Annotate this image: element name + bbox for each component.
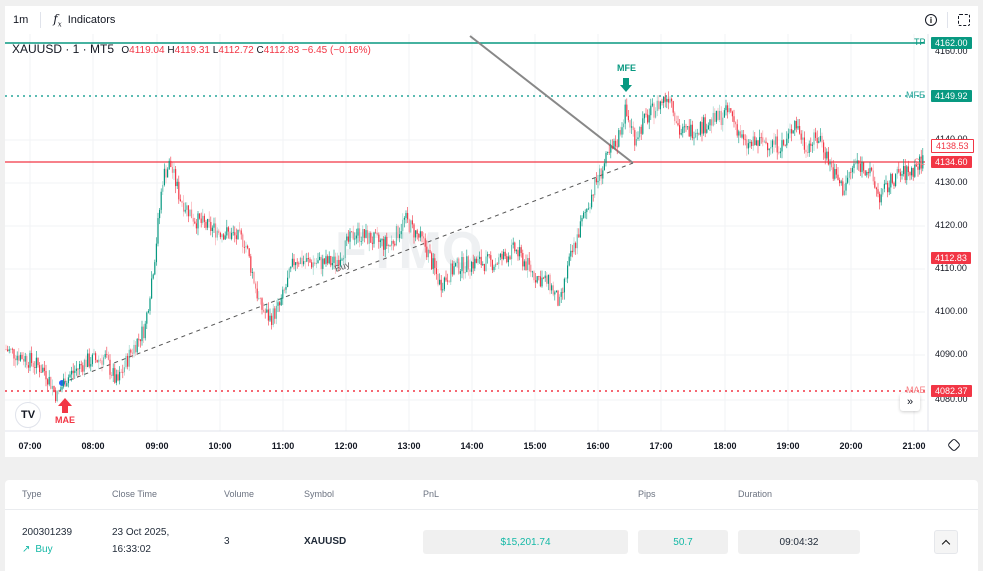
- duration-value: 09:04:32: [738, 530, 860, 554]
- tradingview-logo[interactable]: TV: [15, 402, 41, 428]
- ohlc-values: O4119.04 H4119.31 L4112.72 C4112.83 −6.4…: [121, 45, 371, 56]
- scroll-to-realtime-button[interactable]: »: [900, 393, 920, 411]
- time-tick: 14:00: [460, 441, 484, 451]
- volume-value: 3: [224, 536, 230, 547]
- arrow-up-right-icon: ↗: [22, 544, 31, 555]
- price-chart[interactable]: FTMO Buy: [5, 6, 978, 457]
- price-tick: 4110.00: [935, 263, 967, 273]
- mfe-arrow-icon: [620, 85, 632, 92]
- time-tick: 07:00: [18, 441, 42, 451]
- time-tick: 16:00: [586, 441, 610, 451]
- time-tick: 12:00: [334, 441, 358, 451]
- last-price-label: 4112.83: [931, 252, 971, 264]
- trade-type: ↗ Buy: [22, 544, 53, 555]
- change-value: −6.45 (−0.16%): [301, 45, 371, 56]
- sl-tag: SL: [914, 157, 926, 167]
- mfe-price-label: 4149.92: [931, 90, 972, 102]
- trade-id: 200301239: [22, 527, 73, 538]
- mae-marker-label: MAE: [55, 415, 75, 425]
- price-tick: 4080.00: [935, 394, 968, 404]
- time-tick: 09:00: [145, 441, 169, 451]
- chevron-up-icon: [941, 539, 951, 548]
- column-header-duration: Duration: [738, 489, 773, 499]
- symbol-legend: XAUUSD · 1 · MT5 O4119.04 H4119.31 L4112…: [12, 42, 371, 56]
- mae-arrow-icon: [58, 398, 72, 406]
- time-tick: 10:00: [208, 441, 232, 451]
- info-icon[interactable]: i: [925, 14, 937, 26]
- toolbar-divider: [947, 12, 948, 28]
- mae-tag: MAE: [906, 385, 926, 395]
- chart-toolbar: 1m fx Indicators i: [5, 6, 978, 34]
- time-tick: 18:00: [713, 441, 737, 451]
- symbol-title: XAUUSD · 1 · MT5: [12, 42, 115, 56]
- collapse-row-button[interactable]: [934, 530, 958, 554]
- fx-icon: fx: [53, 11, 62, 29]
- column-header-pips: Pips: [638, 489, 656, 499]
- pips-value: 50.7: [638, 530, 728, 554]
- time-tick: 15:00: [523, 441, 547, 451]
- price-tick: 4090.00: [935, 349, 968, 359]
- chart-panel[interactable]: FTMO Buy 1m fx Indicators i: [5, 6, 978, 457]
- table-header: Type Close Time Volume Symbol PnL Pips D…: [5, 480, 978, 510]
- column-header-type: Type: [22, 489, 42, 499]
- price-tick: 4120.00: [935, 220, 968, 230]
- interval-button[interactable]: 1m: [13, 14, 29, 26]
- trade-path-line: [61, 162, 634, 384]
- price-tick: 4160.00: [935, 46, 968, 56]
- mae-price-label: 4082.37: [931, 385, 972, 397]
- indicators-label: Indicators: [67, 13, 116, 26]
- mfe-marker-label: MFE: [617, 63, 636, 73]
- grid: [5, 34, 925, 431]
- time-tick: 08:00: [81, 441, 105, 451]
- time-tick: 11:00: [271, 441, 295, 451]
- candles: [5, 91, 924, 403]
- indicators-button[interactable]: fx Indicators: [53, 12, 115, 28]
- mfe-tag: MFE: [906, 90, 925, 100]
- table-row[interactable]: 200301239 ↗ Buy 23 Oct 2025, 16:33:02 3 X…: [5, 510, 978, 570]
- fullscreen-icon[interactable]: [958, 14, 970, 26]
- current-price-label: 4138.53: [931, 139, 974, 153]
- trades-table: Type Close Time Volume Symbol PnL Pips D…: [5, 480, 978, 571]
- price-tick: 4100.00: [935, 306, 968, 316]
- sl-price-label: 4134.60: [931, 156, 972, 168]
- column-header-close-time: Close Time: [112, 489, 158, 499]
- pnl-value: $15,201.74: [423, 530, 628, 554]
- column-header-symbol: Symbol: [304, 489, 335, 499]
- time-tick: 13:00: [397, 441, 421, 451]
- price-tick: 4130.00: [935, 177, 968, 187]
- ftmo-watermark: FTMO: [335, 222, 482, 280]
- time-tick: 19:00: [776, 441, 800, 451]
- toolbar-divider: [40, 12, 42, 28]
- symbol-value: XAUUSD: [304, 536, 347, 547]
- column-header-volume: Volume: [224, 489, 255, 499]
- column-header-pnl: PnL: [423, 489, 440, 499]
- tp-tag: TP: [914, 37, 926, 47]
- tp-price-label: 4162.00: [931, 37, 972, 49]
- close-date: 23 Oct 2025,: [112, 527, 170, 538]
- time-tick: 21:00: [902, 441, 926, 451]
- close-time: 16:33:02: [112, 544, 151, 555]
- trend-line: [469, 35, 634, 164]
- time-tick: 17:00: [649, 441, 673, 451]
- time-tick: 20:00: [839, 441, 863, 451]
